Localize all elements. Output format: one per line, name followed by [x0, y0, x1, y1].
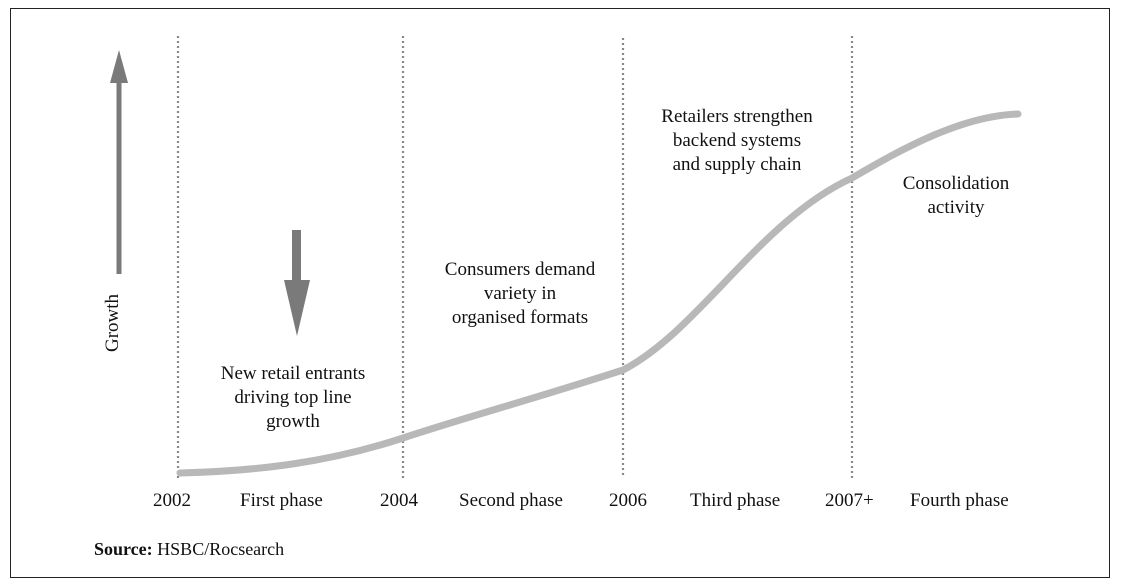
- annotation-line: activity: [927, 197, 985, 218]
- annotation-line: Consumers demand: [444, 259, 596, 280]
- source-text: HSBC/Rocsearch: [157, 539, 285, 559]
- annotation-line: organised formats: [451, 307, 589, 328]
- annotation-phase1: New retail entrants driving top line gro…: [198, 362, 388, 434]
- x-label-2004: 2004: [380, 490, 418, 511]
- annotation-line: New retail entrants: [220, 363, 366, 384]
- x-label-2007: 2007+: [825, 490, 874, 511]
- annotation-line: backend systems: [672, 130, 802, 151]
- x-label-2006: 2006: [609, 490, 647, 511]
- annotation-line: variety in: [483, 283, 557, 304]
- x-label-2002: 2002: [153, 490, 191, 511]
- arrow-up-icon: [110, 50, 128, 274]
- source-label: Source:: [94, 539, 153, 559]
- x-label-first-phase: First phase: [240, 490, 323, 511]
- annotation-line: driving top line: [234, 387, 352, 408]
- annotation-line: and supply chain: [672, 154, 802, 175]
- annotation-line: Consolidation: [902, 173, 1010, 194]
- annotation-phase3: Retailers strengthen backend systems and…: [634, 105, 840, 177]
- x-label-second-phase: Second phase: [459, 490, 563, 511]
- source-note: Source: HSBC/Rocsearch: [94, 539, 284, 560]
- annotation-line: growth: [266, 411, 320, 432]
- x-label-third-phase: Third phase: [690, 490, 781, 511]
- arrow-down-icon: [284, 230, 310, 336]
- y-axis-label: Growth: [102, 293, 123, 352]
- annotation-phase4: Consolidation activity: [874, 172, 1038, 220]
- diagram-frame: [10, 8, 1110, 578]
- annotation-line: Retailers strengthen: [661, 106, 813, 127]
- growth-curve: [176, 110, 1022, 477]
- annotation-phase2: Consumers demand variety in organised fo…: [420, 258, 620, 330]
- x-label-fourth-phase: Fourth phase: [910, 490, 1009, 511]
